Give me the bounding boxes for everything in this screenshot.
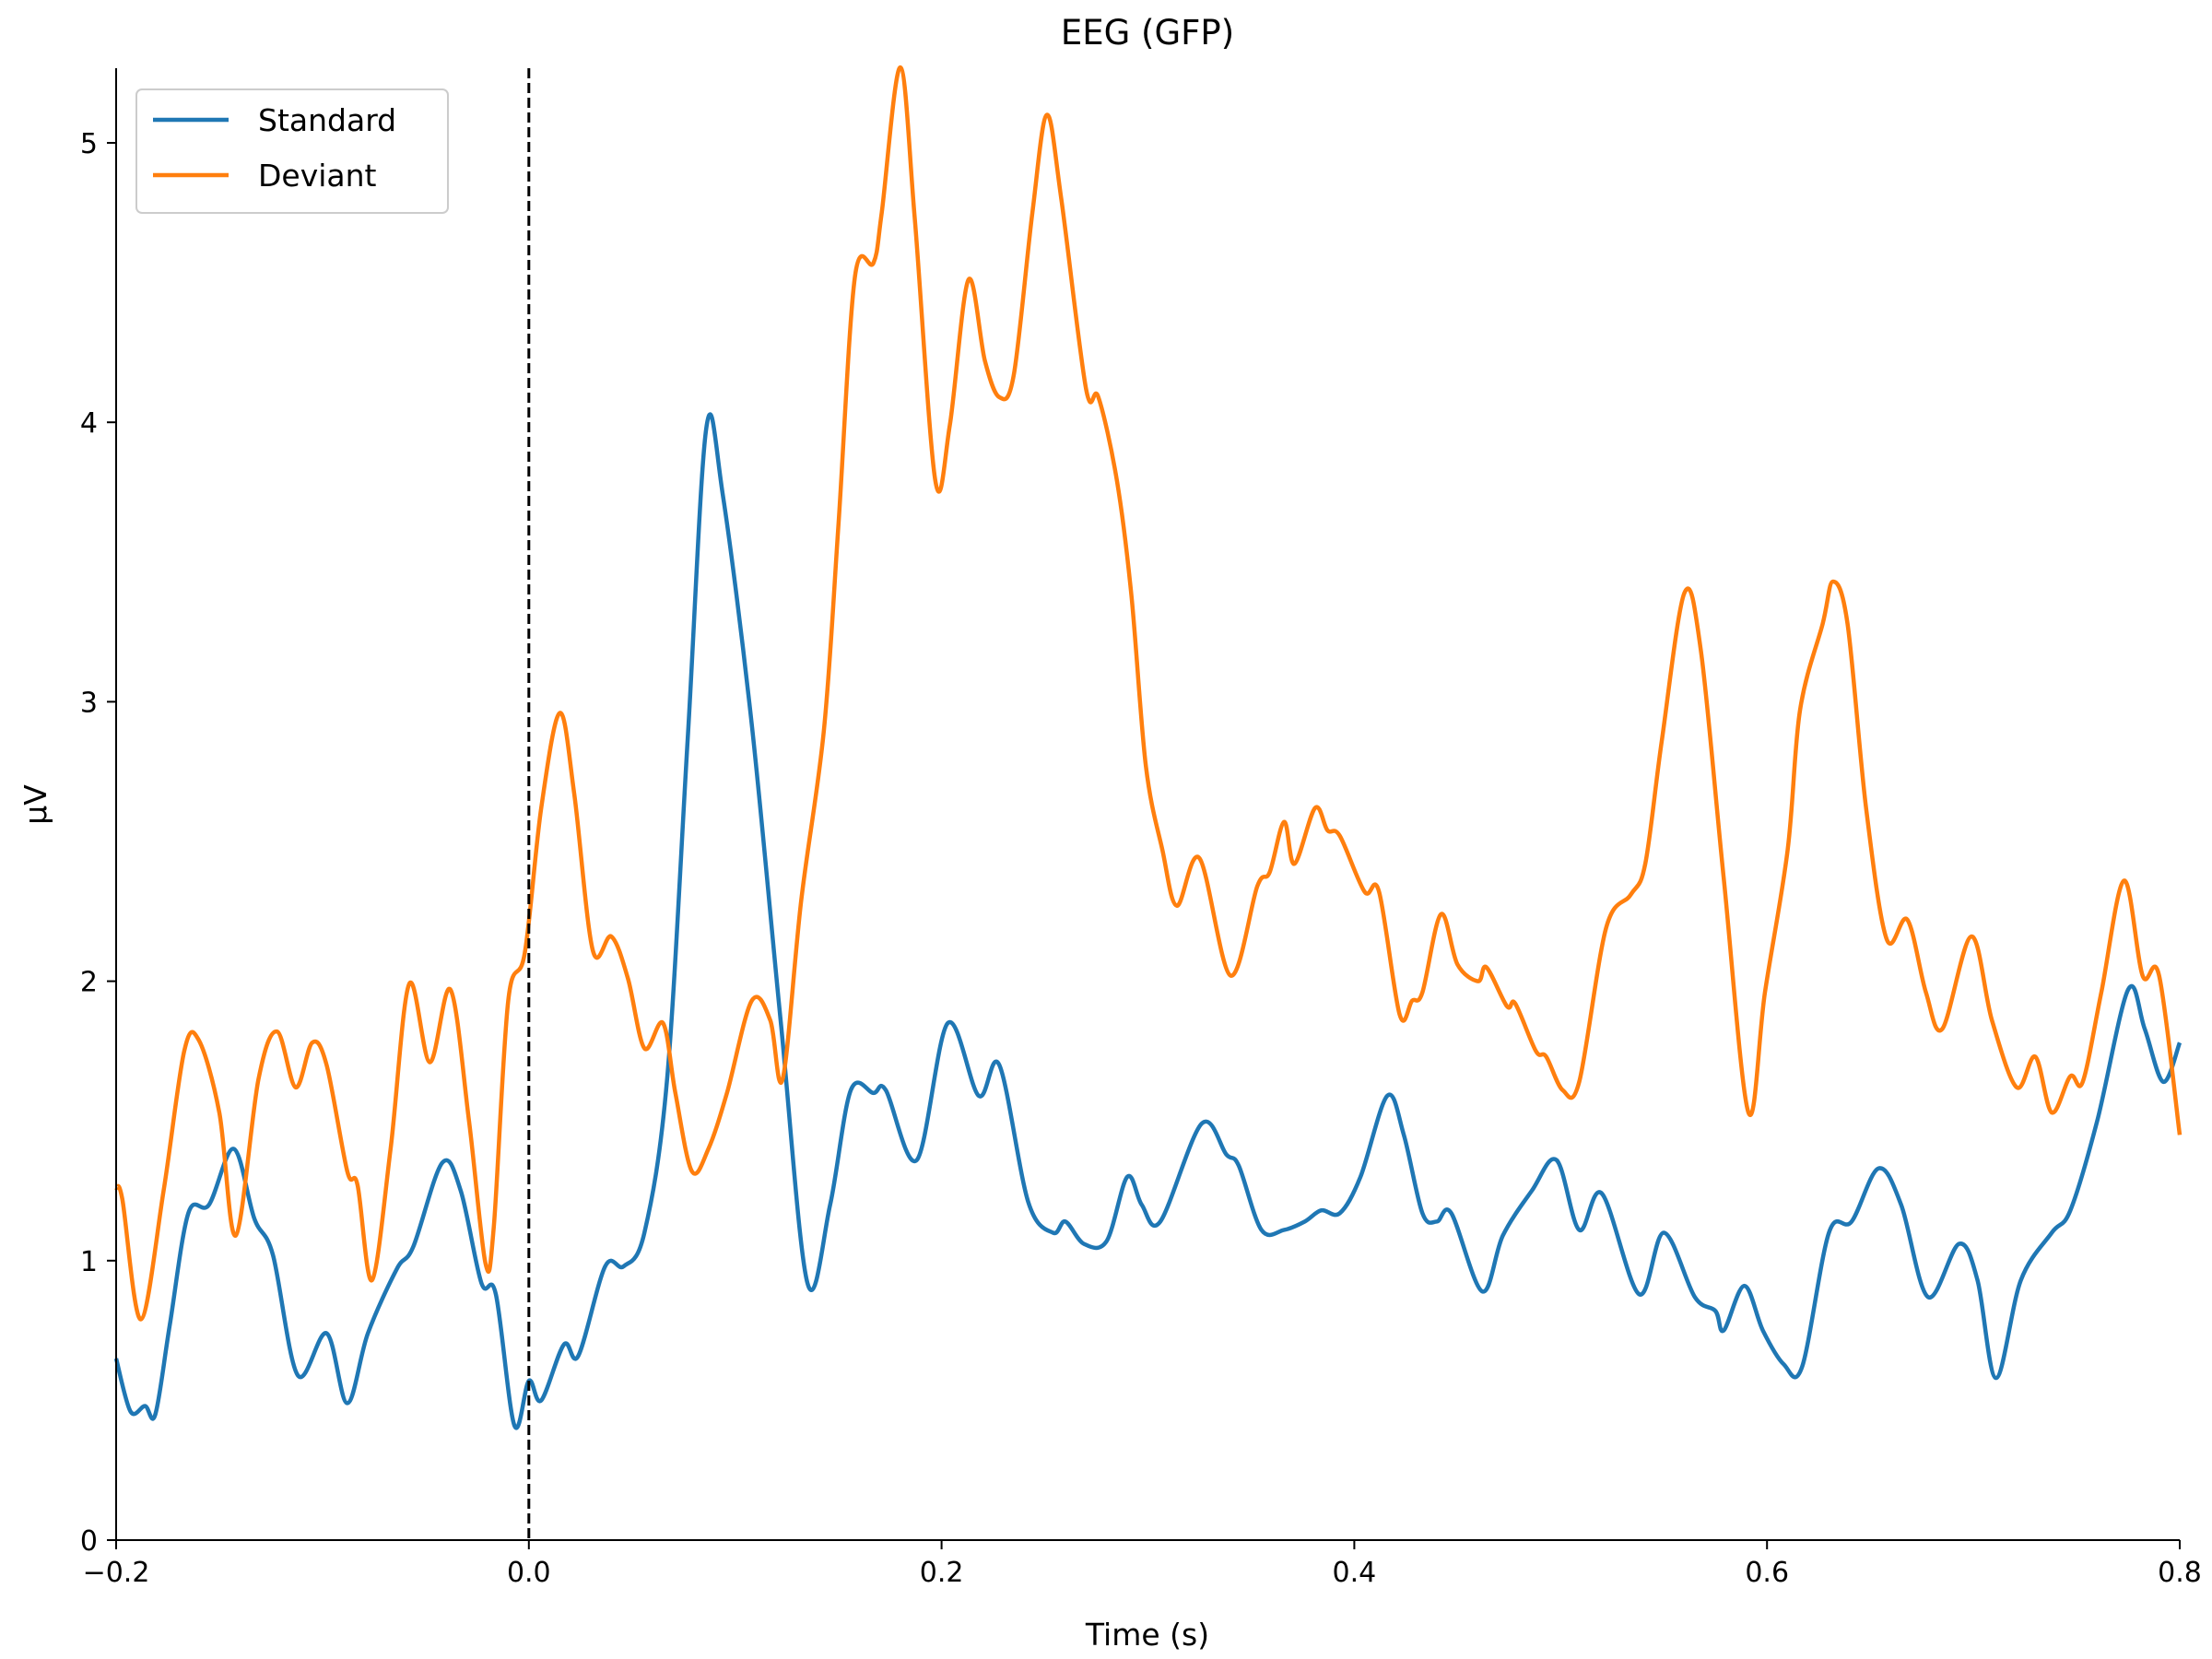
x-tick-label: 0.4 (1333, 1557, 1377, 1589)
x-tick-label: 0.8 (2158, 1557, 2202, 1589)
x-ticks: −0.2 0.0 0.2 0.4 0.6 0.8 (83, 1540, 2202, 1589)
series-layer (113, 65, 2183, 1430)
x-axis-label: Time (s) (1085, 1617, 1209, 1653)
x-tick-label: 0.6 (1745, 1557, 1789, 1589)
series-line-standard (113, 412, 2183, 1430)
y-ticks: 0 1 2 3 4 5 (80, 128, 116, 1558)
x-tick-label: −0.2 (83, 1557, 150, 1589)
legend-label-deviant: Deviant (258, 158, 377, 194)
x-tick-label: 0.0 (507, 1557, 551, 1589)
legend: Standard Deviant (135, 88, 449, 214)
y-axis-label: µV (18, 784, 53, 825)
y-tick-label: 4 (80, 407, 98, 440)
chart-title: EEG (GFP) (1061, 13, 1234, 53)
y-tick-label: 0 (80, 1525, 98, 1558)
y-tick-label: 3 (80, 687, 98, 719)
x-tick-label: 0.2 (920, 1557, 964, 1589)
series-line-deviant (113, 65, 2183, 1322)
y-tick-label: 1 (80, 1246, 98, 1278)
y-tick-label: 2 (80, 967, 98, 999)
y-tick-label: 5 (80, 128, 98, 160)
legend-label-standard: Standard (258, 102, 396, 138)
